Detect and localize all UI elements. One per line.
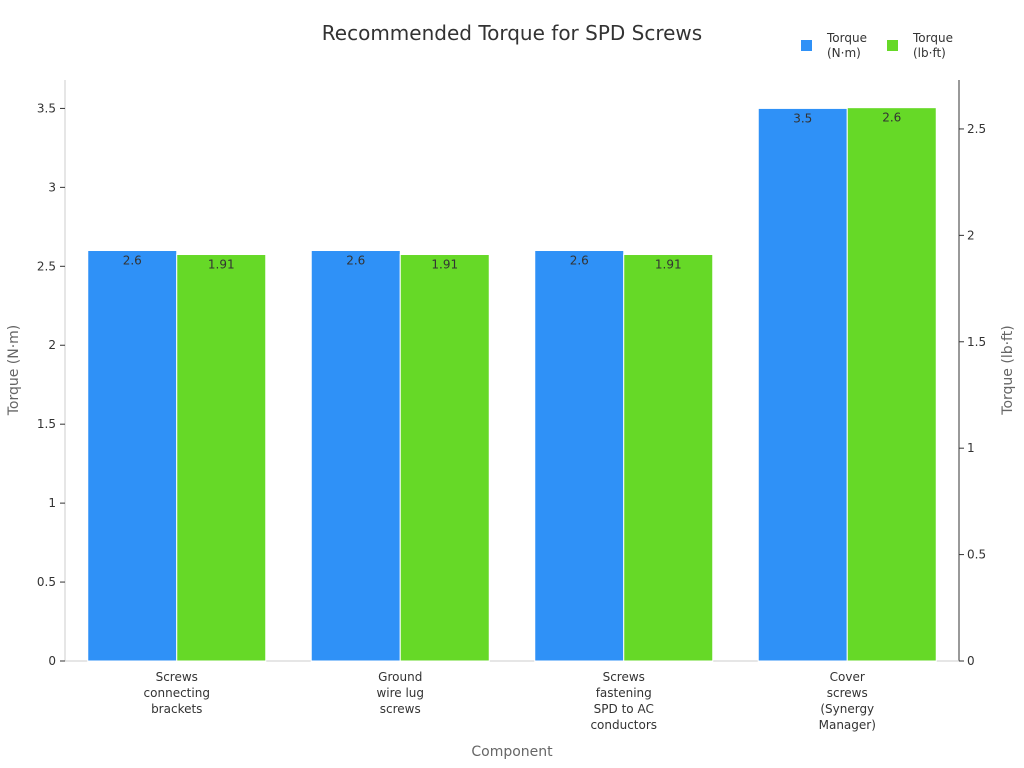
right-y-tick-label: 0.5 [967,548,986,562]
bar [310,250,401,662]
x-tick-label-line: screws [827,686,868,700]
x-tick-label-line: SPD to AC [594,702,654,716]
left-y-tick-label: 0.5 [37,575,56,589]
legend-label-line: Torque [826,31,867,45]
x-tick-label-line: Ground [378,670,422,684]
right-y-tick-label: 1.5 [967,335,986,349]
left-y-tick-label: 2.5 [37,259,56,273]
legend-label: Torque (lb·ft) [912,31,953,60]
bar [87,250,178,662]
x-axis-title: Component [471,744,553,760]
bar [623,254,714,662]
chart-title: Recommended Torque for SPD Screws [322,21,702,45]
right-y-tick-label: 2.5 [967,122,986,136]
data-label: 3.5 [793,111,812,125]
right-y-axis-title: Torque (lb·ft) [1000,325,1016,415]
data-label: 2.6 [346,254,365,268]
x-tick-label-line: brackets [151,702,202,716]
left-y-tick-label: 3 [48,180,56,194]
data-label: 2.6 [570,254,589,268]
legend-label-line: Torque [912,31,953,45]
legend: Torque (N·m)Torque (lb·ft) [801,31,953,60]
left-y-tick-label: 1 [48,496,56,510]
data-label: 1.91 [431,258,458,272]
left-y-tick-label: 3.5 [37,101,56,115]
plot-area: 0 0.5 1 1.5 2 2.5 3 3.5 0 0.5 1 1.5 2 2.5 Screws connec… [37,80,986,732]
data-label: 2.6 [123,254,142,268]
data-label: 2.6 [882,111,901,125]
x-tick-label: Screws connecting brackets [144,670,210,716]
bar [846,107,937,662]
bar [534,250,625,662]
legend-label: Torque (N·m) [826,31,867,60]
legend-swatch [887,40,898,51]
x-tick-label-line: (Synergy [820,702,874,716]
x-tick-label-line: conductors [590,718,657,732]
x-tick-label-line: Manager) [819,718,876,732]
x-tick-label-line: Cover [830,670,865,684]
x-tick-label: Screws fastening SPD to AC conductors [590,670,657,732]
x-tick-label-line: connecting [144,686,210,700]
left-y-tick-label: 1.5 [37,417,56,431]
bar [176,254,267,662]
left-y-tick-label: 2 [48,338,56,352]
x-tick-label: Ground wire lug screws [376,670,424,716]
x-tick-label-line: fastening [596,686,652,700]
x-tick-label-line: wire lug [376,686,424,700]
right-y-tick-label: 0 [967,654,975,668]
left-y-axis-title: Torque (N·m) [6,325,22,417]
legend-label-line: (N·m) [827,46,861,60]
x-tick-label: Cover screws (Synergy Manager) [819,670,876,732]
legend-swatch [801,40,812,51]
right-y-tick-label: 1 [967,441,975,455]
x-tick-label-line: Screws [603,670,645,684]
data-label: 1.91 [655,258,682,272]
left-y-tick-label: 0 [48,654,56,668]
bar [757,107,848,662]
x-tick-label-line: Screws [156,670,198,684]
bar [399,254,490,662]
x-tick-label-line: screws [380,702,421,716]
legend-label-line: (lb·ft) [913,46,946,60]
data-label: 1.91 [208,258,235,272]
right-y-tick-label: 2 [967,228,975,242]
